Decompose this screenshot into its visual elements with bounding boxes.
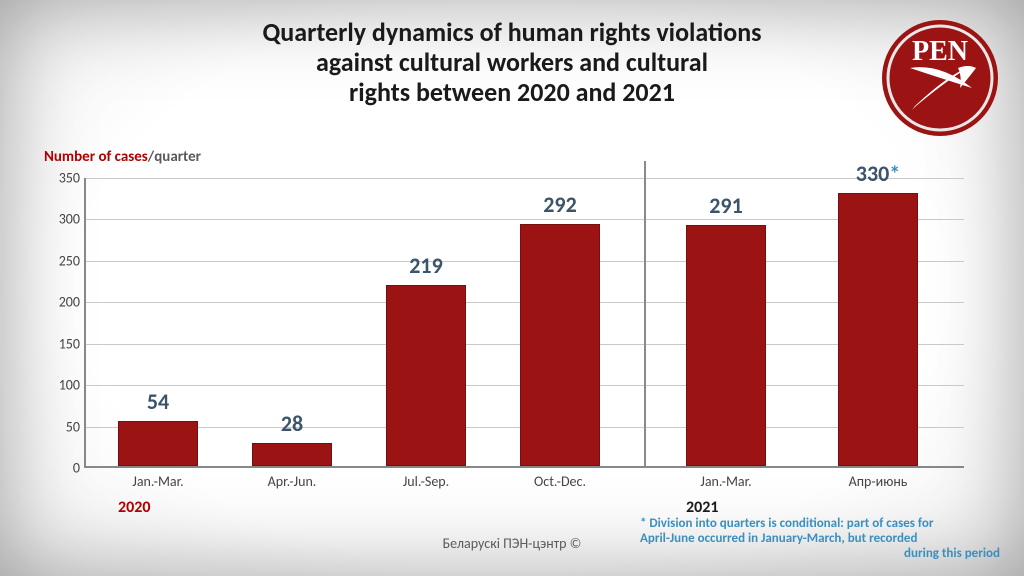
footnote-line-1: * Division into quarters is conditional:… [640,517,1000,532]
footer-note: * Division into quarters is conditional:… [640,517,1000,562]
bar [118,421,198,466]
pen-logo: PEN [880,18,1000,138]
x-tick-label: Апр-июнь [849,473,908,490]
title-line-1: Quarterly dynamics of human rights viola… [0,18,1024,48]
bar-value-label: 291 [709,192,742,219]
footnote-line-3: during this period [640,547,1000,562]
bar [520,224,600,466]
y-tick-label: 250 [46,252,80,269]
svg-text:PEN: PEN [912,36,968,67]
x-tick-label: Apr.-Jun. [268,473,317,490]
title-line-2: against cultural workers and cultural [0,48,1024,78]
gridline [86,178,964,179]
group-divider [644,161,646,466]
y-tick-label: 0 [46,460,80,477]
plot-area: 05010015020025030035054Jan.-Mar.28Apr.-J… [84,178,964,468]
x-tick-label: Jan.-Mar. [700,473,751,490]
year-label: 2020 [118,498,150,517]
y-axis-label: Number of cases/quarter [44,148,201,166]
y-tick-label: 300 [46,211,80,228]
bar [386,285,466,466]
ylabel-part1: Number of cases [44,148,148,166]
x-tick-label: Jul.-Sep. [403,473,449,490]
y-tick-label: 50 [46,418,80,435]
y-tick-label: 100 [46,377,80,394]
year-label: 2021 [686,498,718,517]
bar-value-label: 219 [409,252,442,279]
gridline [86,219,964,220]
x-tick-label: Oct.-Dec. [534,473,586,490]
footnote-line-2: April-June occurred in January-March, bu… [640,532,1000,547]
bar [838,193,918,466]
y-tick-label: 200 [46,294,80,311]
bar [686,225,766,466]
bar-value-label: 330* [856,160,900,187]
bar-value-label: 54 [147,388,169,415]
x-tick-label: Jan.-Mar. [132,473,183,490]
y-tick-label: 350 [46,170,80,187]
bar-value-label: 292 [543,191,576,218]
bar [252,443,332,466]
bar-chart: 05010015020025030035054Jan.-Mar.28Apr.-J… [44,178,984,488]
ylabel-part2: /quarter [148,148,201,166]
title-line-3: rights between 2020 and 2021 [0,78,1024,108]
y-tick-label: 150 [46,335,80,352]
bar-value-label: 28 [281,410,303,437]
chart-title: Quarterly dynamics of human rights viola… [0,18,1024,108]
